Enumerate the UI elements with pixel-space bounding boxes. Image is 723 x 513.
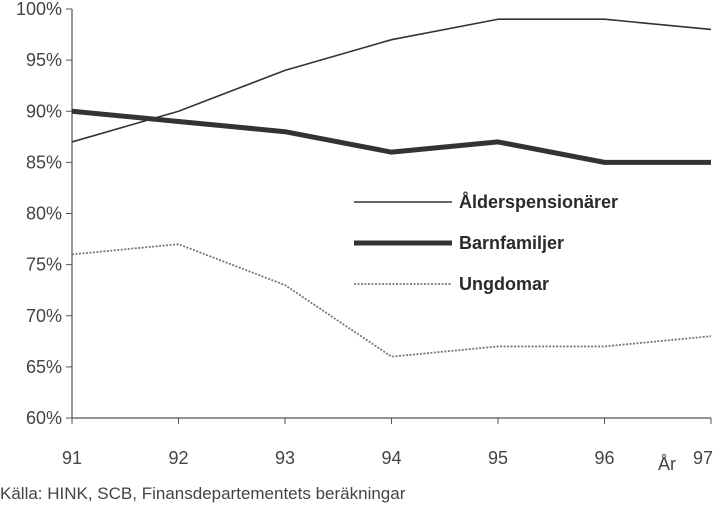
source-note: Källa: HINK, SCB, Finansdepartementets b… [0,484,406,503]
x-tick-label: 93 [275,448,295,468]
legend-label-1: Ålderspensionärer [459,192,618,212]
series-line-3 [71,243,712,358]
x-tick-label: 96 [594,448,614,468]
series-line-2 [71,108,711,165]
y-tick-label: 65% [26,357,62,377]
y-tick-label: 90% [26,101,62,121]
series-lines [71,18,712,358]
y-tick-label: 80% [26,204,62,224]
axes [71,9,711,419]
x-axis-label: År [658,454,676,474]
y-tick-label: 60% [26,408,62,428]
y-tick-label: 70% [26,306,62,326]
legend-label-3: Ungdomar [459,274,549,294]
series-line-1 [71,18,712,143]
y-tick-label: 75% [26,255,62,275]
y-tick-label: 95% [26,50,62,70]
y-tick-label: 100% [16,0,62,19]
x-tick-label: 92 [168,448,188,468]
x-tick-label: 95 [488,448,508,468]
x-tick-label: 94 [381,448,401,468]
y-tick-labels: 60% 65% 70% 75% 80% 85% 90% 95% 100% [16,0,72,428]
x-tick-label: 97 [693,448,713,468]
x-tick-label: 91 [62,448,82,468]
legend: Ålderspensionärer Barnfamiljer Ungdomar [354,192,618,294]
x-tick-labels: 91 92 93 94 95 96 97 [62,418,713,468]
legend-label-2: Barnfamiljer [459,233,564,253]
y-tick-label: 85% [26,152,62,172]
